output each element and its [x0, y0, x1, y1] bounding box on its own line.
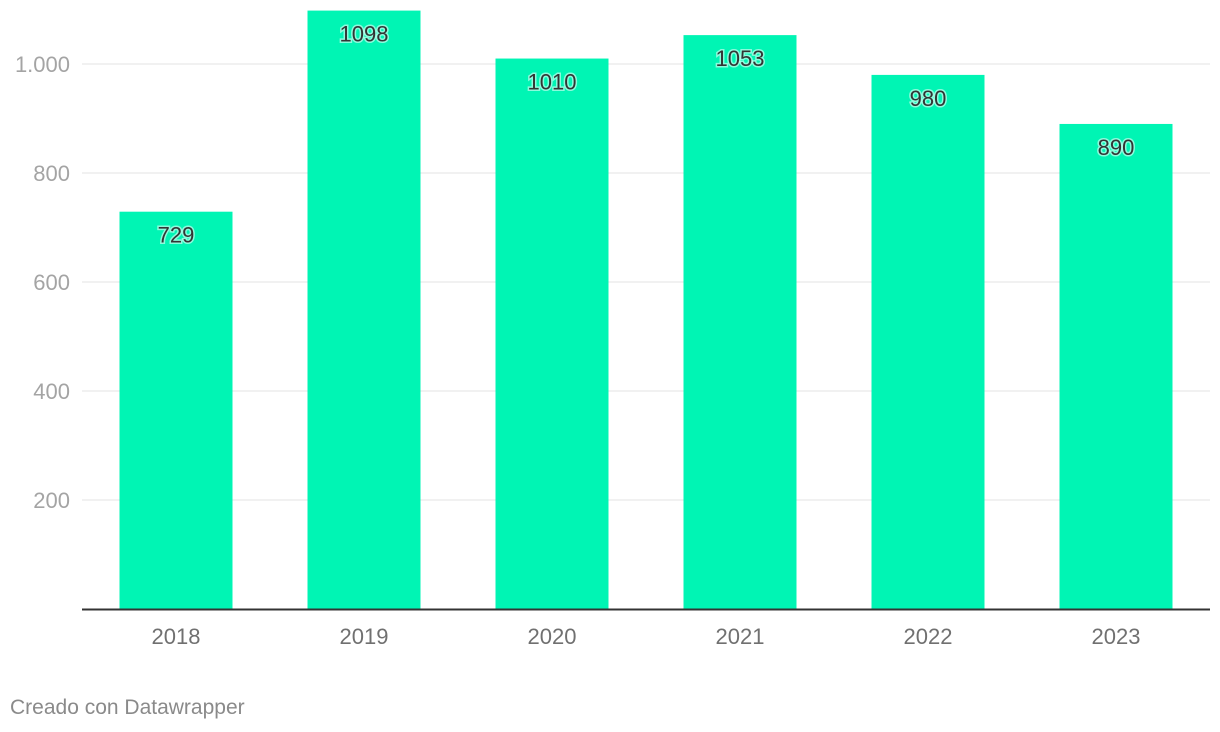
bars [119, 10, 1173, 610]
y-tick-label: 400 [33, 379, 70, 404]
x-tick-label: 2022 [904, 624, 953, 649]
bar [1059, 123, 1173, 609]
bar [307, 10, 421, 609]
y-axis-tick-labels: 200 400 600 800 1.000 [15, 52, 70, 513]
y-tick-label: 800 [33, 161, 70, 186]
bar-value-label: 729 [158, 223, 195, 248]
x-axis-tick-labels: 2018 2019 2020 2021 2022 2023 [152, 624, 1141, 649]
y-tick-label: 1.000 [15, 52, 70, 77]
y-tick-label: 200 [33, 488, 70, 513]
bar-value-label: 1053 [716, 46, 765, 71]
x-tick-label: 2020 [528, 624, 577, 649]
x-tick-label: 2018 [152, 624, 201, 649]
footer-credit: Creado con Datawrapper [10, 696, 245, 719]
x-tick-label: 2021 [716, 624, 765, 649]
bar-value-label: 980 [910, 86, 947, 111]
bar-value-label: 1098 [340, 22, 389, 47]
bar-value-label: 890 [1098, 135, 1135, 160]
bar [683, 35, 797, 610]
x-tick-label: 2023 [1092, 624, 1141, 649]
bar [495, 58, 609, 610]
bar [119, 211, 233, 609]
x-tick-label: 2019 [340, 624, 389, 649]
gridlines [82, 63, 1210, 501]
bar-value-label: 1010 [528, 70, 577, 95]
bar [871, 74, 985, 609]
y-tick-label: 600 [33, 270, 70, 295]
bar-value-labels: 729 1098 1010 1053 980 890 [156, 20, 1136, 249]
